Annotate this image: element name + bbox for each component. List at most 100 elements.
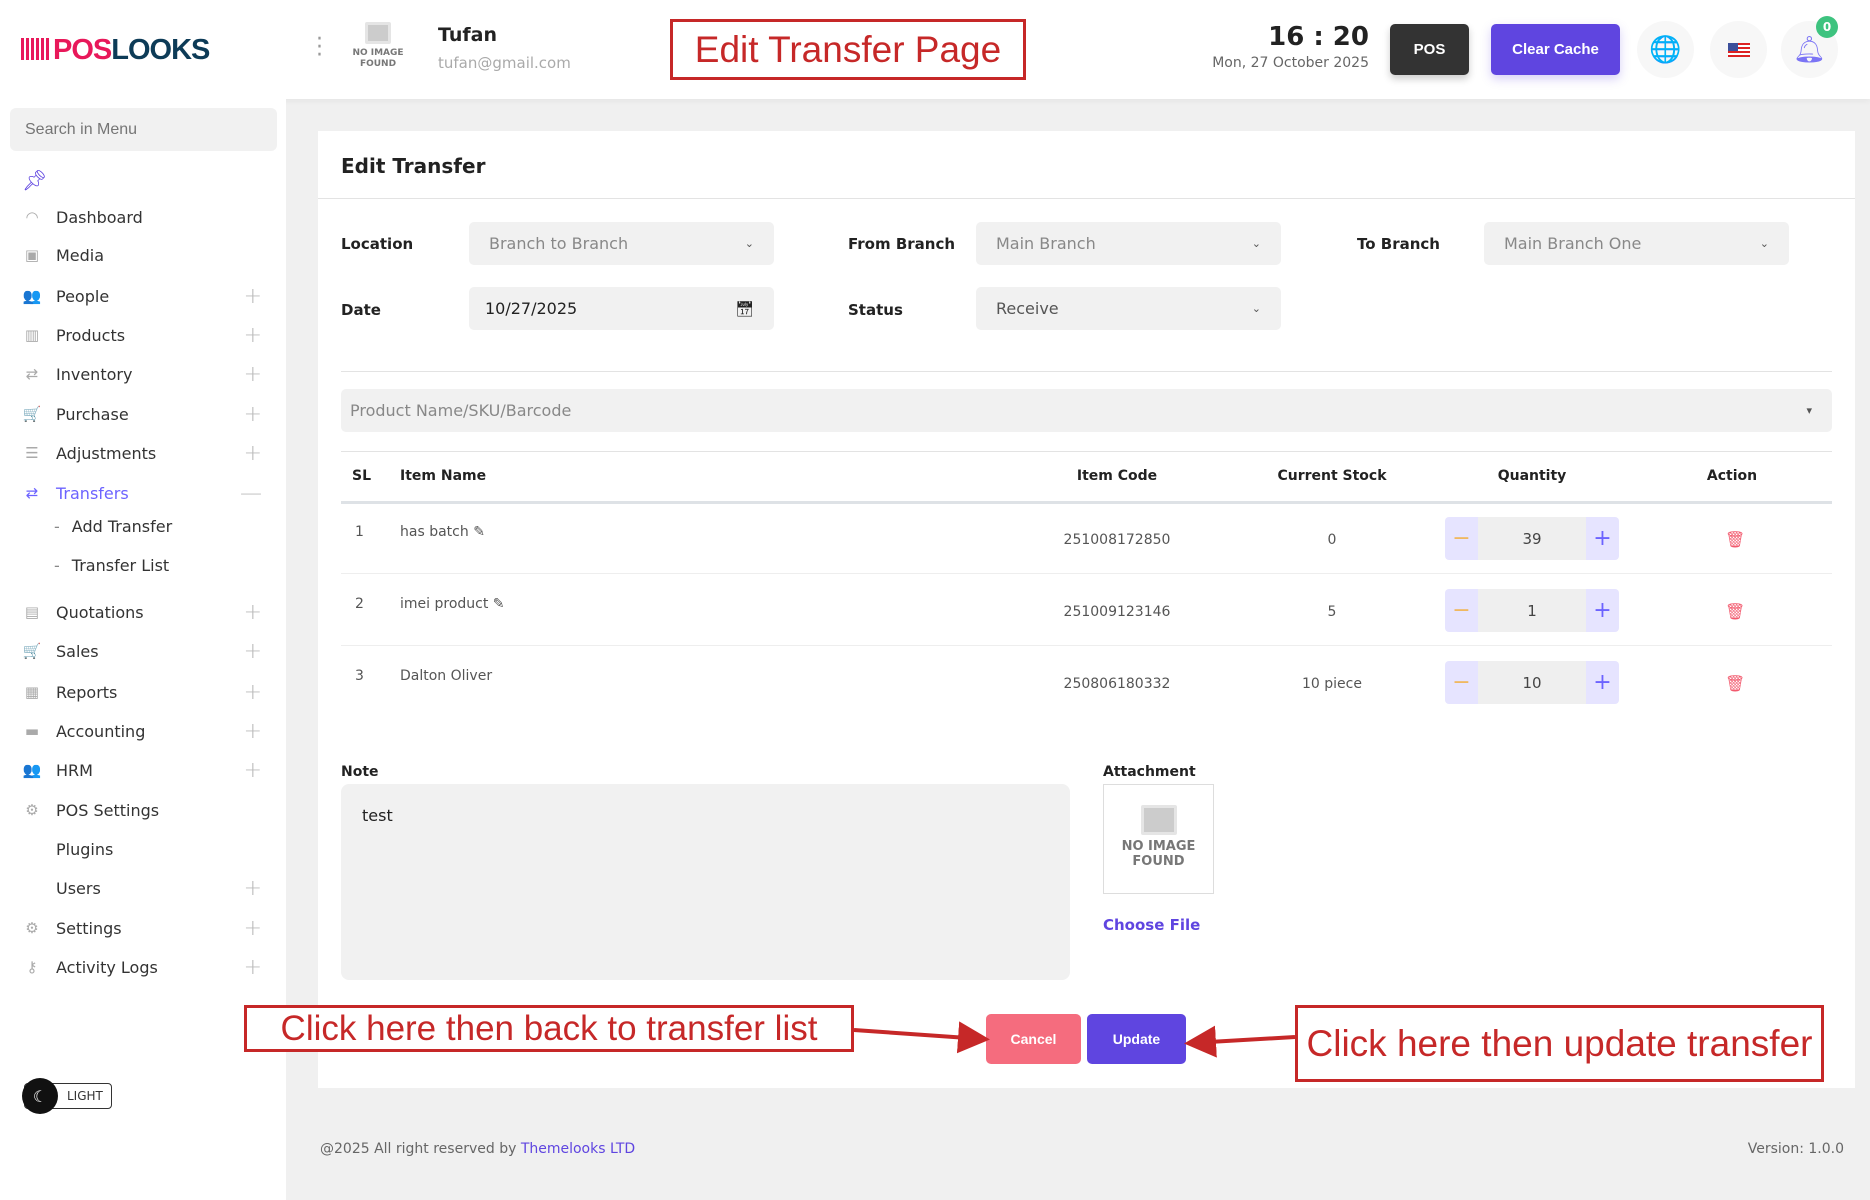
us-flag-icon[interactable] xyxy=(1710,21,1767,78)
pin-icon[interactable]: 📌︎ xyxy=(22,168,48,192)
sidebar-item-sales[interactable]: 🛒 Sales + xyxy=(22,636,262,666)
trash-icon[interactable]: 🗑︎ xyxy=(1725,602,1746,621)
expand-icon[interactable]: + xyxy=(243,638,262,664)
expand-icon[interactable]: + xyxy=(243,361,262,387)
sidebar-subitem[interactable]: - Add Transfer xyxy=(54,517,173,536)
expand-icon[interactable]: + xyxy=(243,875,262,901)
trash-icon[interactable]: 🗑︎ xyxy=(1725,674,1746,693)
sidebar-item-pos-settings[interactable]: ⚙ POS Settings xyxy=(22,795,262,825)
sidebar-item-accounting[interactable]: ▬ Accounting + xyxy=(22,716,262,746)
sidebar-item-label: Sales xyxy=(56,641,99,661)
annotation-cancel: Click here then back to transfer list xyxy=(244,1005,854,1052)
sidebar-item-inventory[interactable]: ⇄ Inventory + xyxy=(22,359,262,389)
sidebar-item-label: Plugins xyxy=(56,839,114,859)
location-select[interactable]: Branch to Branch ⌄ xyxy=(469,222,774,265)
menu-icon: ▦ xyxy=(24,683,40,701)
column-header: Item Code xyxy=(1076,468,1158,484)
item-code: 250806180332 xyxy=(1063,676,1171,692)
quantity-stepper: −39 + xyxy=(1445,517,1619,560)
calendar-icon[interactable]: 📅︎ xyxy=(734,299,754,318)
sidebar-item-products[interactable]: ▥ Products + xyxy=(22,320,262,350)
sidebar-item-transfers[interactable]: ⇄ Transfers — xyxy=(22,478,262,508)
sidebar-item-purchase[interactable]: 🛒 Purchase + xyxy=(22,399,262,429)
menu-icon: 🛒 xyxy=(22,642,42,660)
quantity-stepper: −10 + xyxy=(1445,661,1619,704)
row-sl: 1 xyxy=(355,524,364,540)
expand-icon[interactable]: + xyxy=(243,718,262,744)
pos-button[interactable]: POS xyxy=(1390,24,1469,75)
sidebar-item-hrm[interactable]: 👥 HRM + xyxy=(22,755,262,785)
sidebar-item-users[interactable]: Users + xyxy=(22,873,262,903)
plus-icon[interactable]: + xyxy=(1586,589,1619,632)
sidebar-item-label: Settings xyxy=(56,918,122,938)
expand-icon[interactable]: — xyxy=(240,480,262,506)
clock-date: Mon, 27 October 2025 xyxy=(1212,55,1369,71)
menu-icon: ⚙ xyxy=(25,919,39,937)
sidebar-subitem[interactable]: - Transfer List xyxy=(54,556,170,575)
sidebar-item-settings[interactable]: ⚙ Settings + xyxy=(22,913,262,943)
avatar[interactable]: NO IMAGE FOUND xyxy=(350,22,406,70)
sidebar-item-reports[interactable]: ▦ Reports + xyxy=(22,677,262,707)
expand-icon[interactable]: + xyxy=(243,283,262,309)
cancel-button[interactable]: Cancel xyxy=(986,1014,1081,1064)
minus-icon[interactable]: − xyxy=(1445,517,1478,560)
sidebar-item-activity-logs[interactable]: ⚷ Activity Logs + xyxy=(22,952,263,982)
sidebar-item-adjustments[interactable]: ☰ Adjustments + xyxy=(22,438,262,468)
sidebar-item-label: Activity Logs xyxy=(56,957,158,977)
to-branch-select[interactable]: Main Branch One ⌄ xyxy=(1484,222,1789,265)
user-name: Tufan xyxy=(438,24,498,46)
plus-icon[interactable]: + xyxy=(1586,517,1619,560)
plus-icon[interactable]: + xyxy=(1586,661,1619,704)
footer-version: Version: 1.0.0 xyxy=(1747,1141,1844,1157)
sidebar-item-dashboard[interactable]: ◠ Dashboard xyxy=(22,202,262,232)
choose-file-link[interactable]: Choose File xyxy=(1103,916,1201,934)
company-link[interactable]: Themelooks LTD xyxy=(520,1141,636,1157)
status-select[interactable]: Receive ⌄ xyxy=(976,287,1281,330)
note-textarea[interactable]: test xyxy=(341,784,1070,980)
menu-search-input[interactable] xyxy=(10,108,277,151)
note-label: Note xyxy=(341,764,379,780)
current-stock: 10 piece xyxy=(1302,676,1362,692)
expand-icon[interactable]: + xyxy=(243,915,262,941)
clear-cache-button[interactable]: Clear Cache xyxy=(1491,24,1620,75)
chevron-down-icon: ⌄ xyxy=(744,237,754,250)
menu-icon: 👥 xyxy=(22,287,42,305)
more-vertical-icon[interactable]: · · · xyxy=(316,27,323,68)
trash-icon[interactable]: 🗑︎ xyxy=(1725,530,1746,549)
clock-time: 16 : 20 xyxy=(1268,22,1369,52)
item-name: Dalton Oliver xyxy=(400,668,493,684)
item-name: imei product ✎ xyxy=(400,596,505,612)
minus-icon[interactable]: − xyxy=(1445,589,1478,632)
logo[interactable]: POSLOOKS xyxy=(21,34,210,67)
row-sl: 3 xyxy=(355,668,364,684)
expand-icon[interactable]: + xyxy=(243,954,262,980)
sidebar-item-label: Purchase xyxy=(56,404,129,424)
edit-icon[interactable]: ✎ xyxy=(492,596,505,612)
menu-icon: ⚙ xyxy=(25,801,39,819)
expand-icon[interactable]: + xyxy=(243,757,262,783)
update-button[interactable]: Update xyxy=(1087,1014,1186,1064)
date-input[interactable]: 10/27/2025 📅︎ xyxy=(469,287,774,330)
globe-icon[interactable]: 🌐 xyxy=(1637,21,1694,78)
expand-icon[interactable]: + xyxy=(243,599,262,625)
quantity-input[interactable]: 39 xyxy=(1478,517,1586,560)
minus-icon[interactable]: − xyxy=(1445,661,1478,704)
from-branch-select[interactable]: Main Branch ⌄ xyxy=(976,222,1281,265)
sidebar-item-quotations[interactable]: ▤ Quotations + xyxy=(22,597,262,627)
expand-icon[interactable]: + xyxy=(243,401,262,427)
sidebar-item-people[interactable]: 👥 People + xyxy=(22,281,262,311)
caret-down-icon: ▾ xyxy=(1806,404,1812,417)
from-branch-label: From Branch xyxy=(848,235,956,253)
sidebar-item-plugins[interactable]: Plugins xyxy=(22,834,262,864)
quantity-input[interactable]: 10 xyxy=(1478,661,1586,704)
expand-icon[interactable]: + xyxy=(243,322,262,348)
moon-icon[interactable]: ☾ xyxy=(22,1078,58,1114)
expand-icon[interactable]: + xyxy=(243,440,262,466)
attachment-preview: NO IMAGE FOUND xyxy=(1103,784,1214,894)
menu-icon: 👥 xyxy=(22,761,42,779)
quantity-input[interactable]: 1 xyxy=(1478,589,1586,632)
edit-icon[interactable]: ✎ xyxy=(473,524,485,540)
expand-icon[interactable]: + xyxy=(243,679,262,705)
sidebar-item-media[interactable]: ▣ Media xyxy=(22,240,262,270)
product-search-select[interactable]: Product Name/SKU/Barcode ▾ xyxy=(341,389,1832,432)
